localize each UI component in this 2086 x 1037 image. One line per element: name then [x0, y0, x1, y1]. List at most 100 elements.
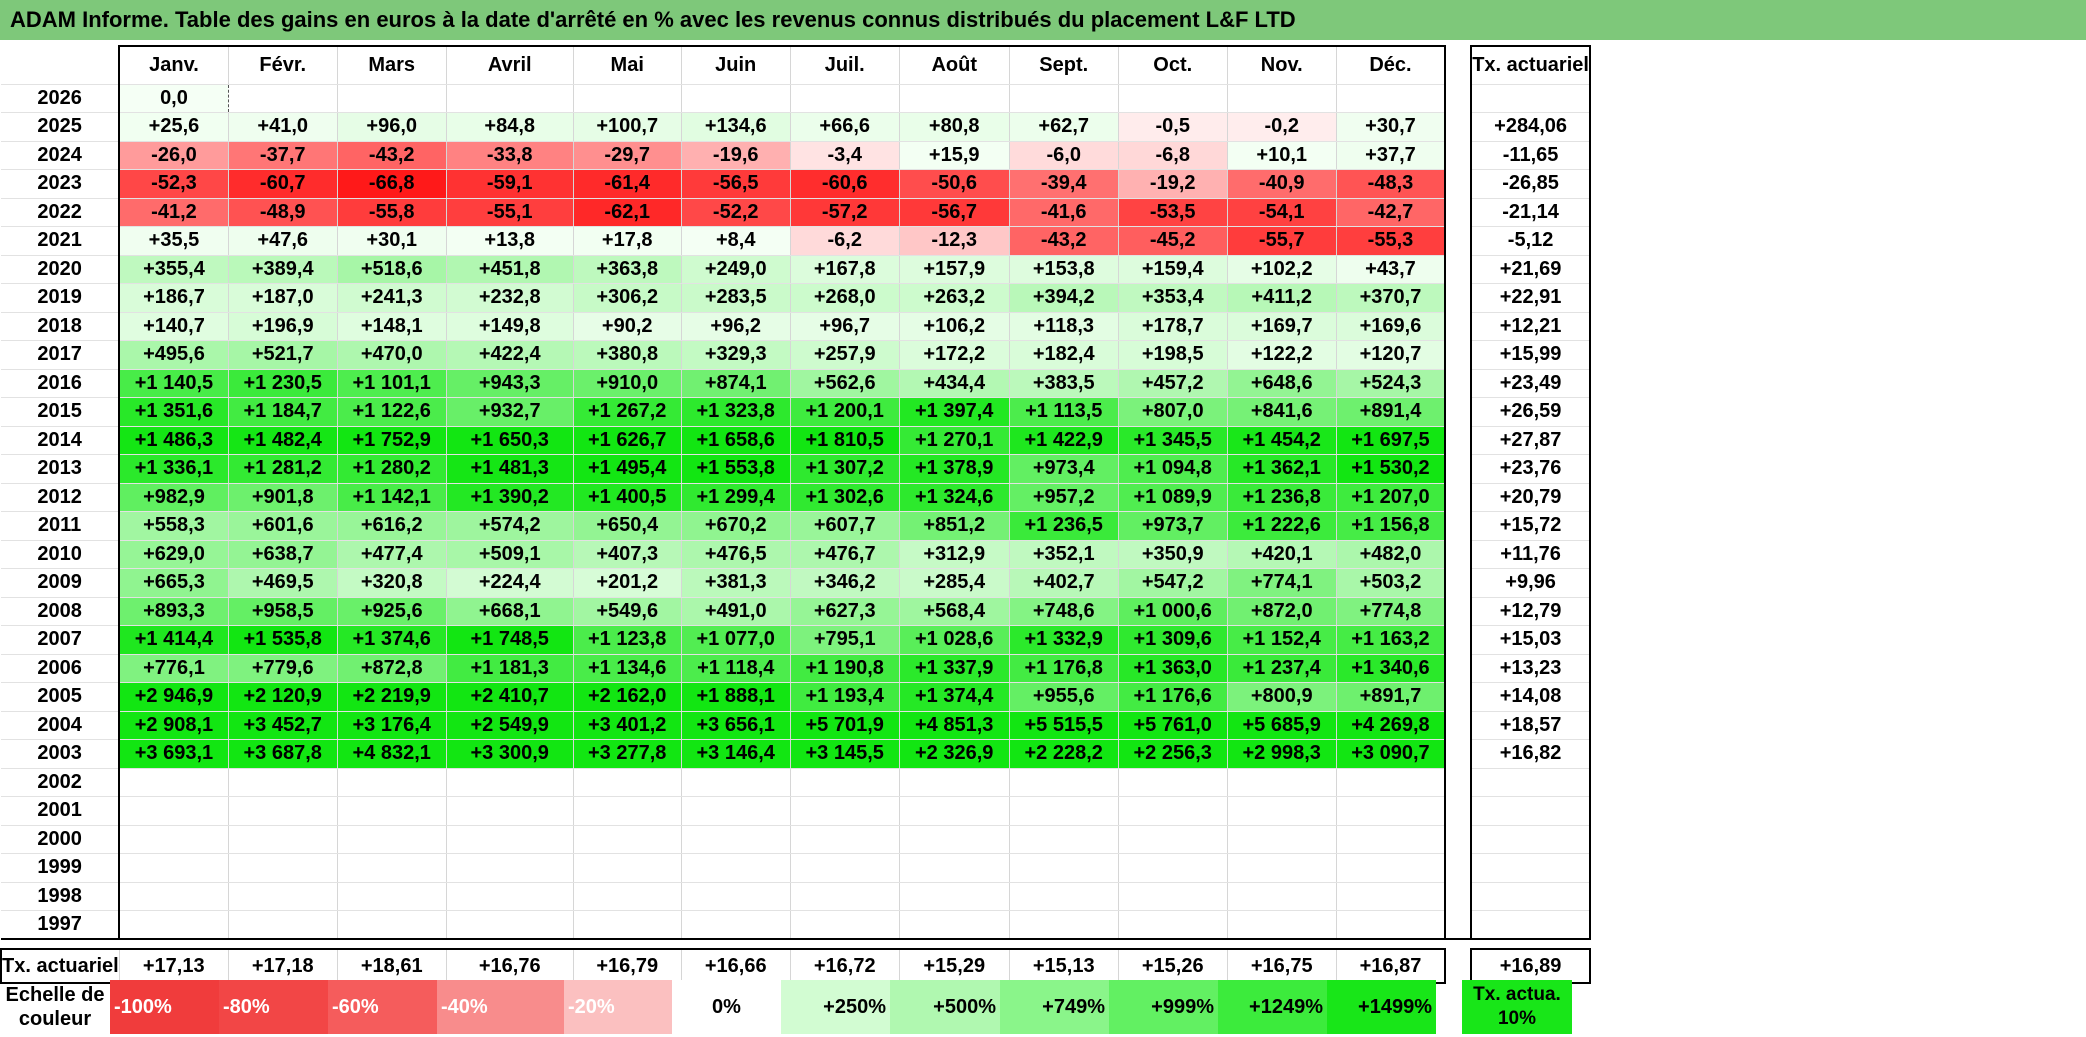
gain-cell[interactable]: -37,7 — [228, 141, 338, 170]
annual-rate-cell[interactable]: +23,49 — [1470, 369, 1591, 398]
gain-cell[interactable]: +5 515,5 — [1009, 711, 1119, 740]
gain-cell[interactable] — [1118, 882, 1228, 911]
gain-cell[interactable]: +495,6 — [119, 340, 229, 370]
gain-cell[interactable] — [1118, 84, 1228, 113]
gain-cell[interactable]: +1 336,1 — [119, 454, 229, 484]
gain-cell[interactable]: +30,1 — [337, 226, 447, 256]
gain-cell[interactable]: +1 140,5 — [119, 369, 229, 398]
monthly-rate-cell[interactable]: +15,29 — [899, 948, 1010, 984]
gain-cell[interactable]: +102,2 — [1227, 255, 1337, 284]
gain-cell[interactable]: -6,0 — [1009, 141, 1119, 170]
gain-cell[interactable]: +1 307,2 — [790, 454, 900, 484]
gain-cell[interactable] — [899, 825, 1010, 854]
gain-cell[interactable]: -61,4 — [573, 169, 682, 199]
gain-cell[interactable] — [573, 882, 682, 911]
gain-cell[interactable]: +601,6 — [228, 511, 338, 541]
gain-cell[interactable]: +118,3 — [1009, 312, 1119, 341]
gain-cell[interactable]: +2 549,9 — [446, 711, 574, 740]
annual-rate-cell[interactable]: +15,72 — [1470, 511, 1591, 541]
gain-cell[interactable]: +1 530,2 — [1336, 454, 1447, 484]
gain-cell[interactable]: +2 998,3 — [1227, 739, 1337, 769]
gain-cell[interactable]: +15,9 — [899, 141, 1010, 170]
annual-rate-cell[interactable]: +22,91 — [1470, 283, 1591, 313]
gain-cell[interactable]: +3 146,4 — [681, 739, 791, 769]
gain-cell[interactable] — [1227, 853, 1337, 883]
gain-cell[interactable]: -57,2 — [790, 198, 900, 227]
gain-cell[interactable]: +2 256,3 — [1118, 739, 1228, 769]
gain-cell[interactable]: +3 452,7 — [228, 711, 338, 740]
gain-cell[interactable]: +670,2 — [681, 511, 791, 541]
annual-rate-cell[interactable] — [1470, 768, 1591, 797]
gain-cell[interactable]: +932,7 — [446, 397, 574, 427]
gain-cell[interactable] — [337, 84, 447, 113]
gain-cell[interactable]: +1 270,1 — [899, 426, 1010, 455]
gain-cell[interactable] — [681, 84, 791, 113]
gain-cell[interactable]: +872,8 — [337, 654, 447, 683]
gain-cell[interactable]: +346,2 — [790, 568, 900, 598]
gain-cell[interactable]: +1 481,3 — [446, 454, 574, 484]
gain-cell[interactable]: +172,2 — [899, 340, 1010, 370]
gain-cell[interactable] — [573, 853, 682, 883]
gain-cell[interactable]: -41,6 — [1009, 198, 1119, 227]
gain-cell[interactable] — [228, 768, 338, 797]
gain-cell[interactable] — [228, 796, 338, 826]
annual-rate-cell[interactable]: -5,12 — [1470, 226, 1591, 256]
gain-cell[interactable]: +1 658,6 — [681, 426, 791, 455]
gain-cell[interactable]: +1 752,9 — [337, 426, 447, 455]
gain-cell[interactable]: +549,6 — [573, 597, 682, 626]
gain-cell[interactable]: +955,6 — [1009, 682, 1119, 712]
gain-cell[interactable]: 0,0 — [119, 84, 229, 113]
gain-cell[interactable]: +607,7 — [790, 511, 900, 541]
gain-cell[interactable]: +574,2 — [446, 511, 574, 541]
gain-cell[interactable] — [1118, 910, 1228, 940]
gain-cell[interactable]: +451,8 — [446, 255, 574, 284]
gain-cell[interactable] — [573, 768, 682, 797]
gain-cell[interactable]: +1 200,1 — [790, 397, 900, 427]
gain-cell[interactable] — [119, 768, 229, 797]
gain-cell[interactable] — [446, 910, 574, 940]
gain-cell[interactable]: +795,1 — [790, 625, 900, 655]
gain-cell[interactable]: +470,0 — [337, 340, 447, 370]
gain-cell[interactable]: +2 908,1 — [119, 711, 229, 740]
gain-cell[interactable]: +5 701,9 — [790, 711, 900, 740]
gain-cell[interactable]: +157,9 — [899, 255, 1010, 284]
gain-cell[interactable]: -0,5 — [1118, 112, 1228, 142]
overall-rate-cell[interactable]: +16,89 — [1470, 948, 1591, 984]
monthly-rate-cell[interactable]: +15,26 — [1118, 948, 1228, 984]
annual-rate-cell[interactable]: +14,08 — [1470, 682, 1591, 712]
gain-cell[interactable]: +149,8 — [446, 312, 574, 341]
gain-cell[interactable]: +1 028,6 — [899, 625, 1010, 655]
gain-cell[interactable]: +1 181,3 — [446, 654, 574, 683]
gain-cell[interactable]: -60,7 — [228, 169, 338, 199]
gain-cell[interactable]: +477,4 — [337, 540, 447, 569]
gain-cell[interactable]: +562,6 — [790, 369, 900, 398]
gain-cell[interactable]: +1 374,4 — [899, 682, 1010, 712]
gain-cell[interactable]: -56,5 — [681, 169, 791, 199]
gain-cell[interactable] — [573, 910, 682, 940]
gain-cell[interactable] — [1227, 796, 1337, 826]
gain-cell[interactable]: +973,7 — [1118, 511, 1228, 541]
gain-cell[interactable] — [790, 853, 900, 883]
gain-cell[interactable]: +774,8 — [1336, 597, 1447, 626]
gain-cell[interactable]: +2 326,9 — [899, 739, 1010, 769]
gain-cell[interactable]: +47,6 — [228, 226, 338, 256]
gain-cell[interactable] — [790, 825, 900, 854]
gain-cell[interactable]: +1 324,6 — [899, 483, 1010, 512]
gain-cell[interactable] — [1009, 853, 1119, 883]
gain-cell[interactable]: +3 176,4 — [337, 711, 447, 740]
gain-cell[interactable]: +41,0 — [228, 112, 338, 142]
monthly-rate-cell[interactable]: +16,66 — [681, 948, 791, 984]
gain-cell[interactable]: +2 120,9 — [228, 682, 338, 712]
annual-rate-cell[interactable]: +12,79 — [1470, 597, 1591, 626]
monthly-rate-cell[interactable]: +16,79 — [573, 948, 682, 984]
gain-cell[interactable]: +1 345,5 — [1118, 426, 1228, 455]
gain-cell[interactable]: +476,7 — [790, 540, 900, 569]
gain-cell[interactable] — [899, 796, 1010, 826]
gain-cell[interactable]: +638,7 — [228, 540, 338, 569]
gain-cell[interactable] — [446, 84, 574, 113]
gain-cell[interactable]: +411,2 — [1227, 283, 1337, 313]
gain-cell[interactable]: +629,0 — [119, 540, 229, 569]
gain-cell[interactable]: -55,3 — [1336, 226, 1447, 256]
gain-cell[interactable]: +30,7 — [1336, 112, 1447, 142]
gain-cell[interactable] — [1336, 825, 1447, 854]
